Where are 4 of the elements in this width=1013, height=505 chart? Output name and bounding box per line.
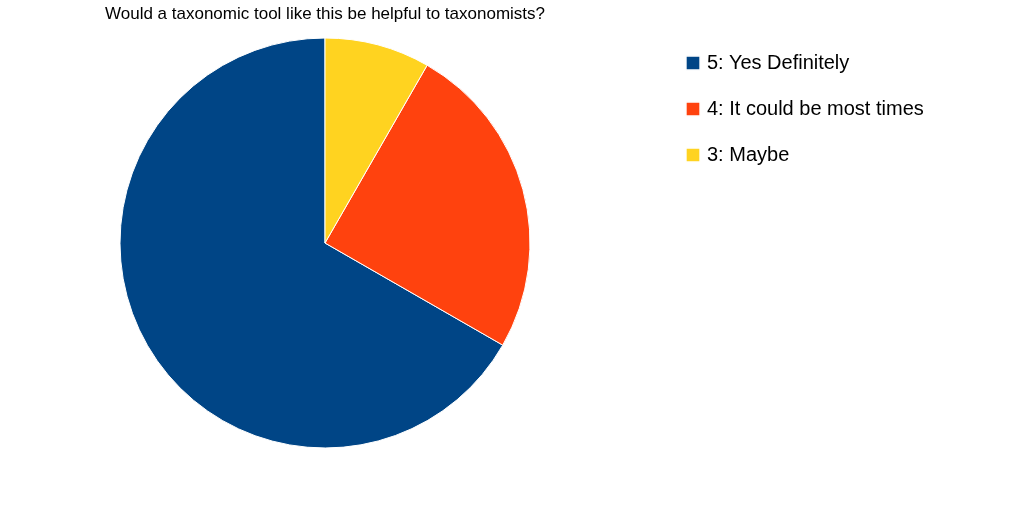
legend-label: 3: Maybe xyxy=(707,143,790,165)
legend-label: 4: It could be most times xyxy=(707,97,924,119)
legend-label: 5: Yes Definitely xyxy=(707,51,850,73)
chart-title: Would a taxonomic tool like this be helpful to taxonomists? xyxy=(104,4,546,23)
